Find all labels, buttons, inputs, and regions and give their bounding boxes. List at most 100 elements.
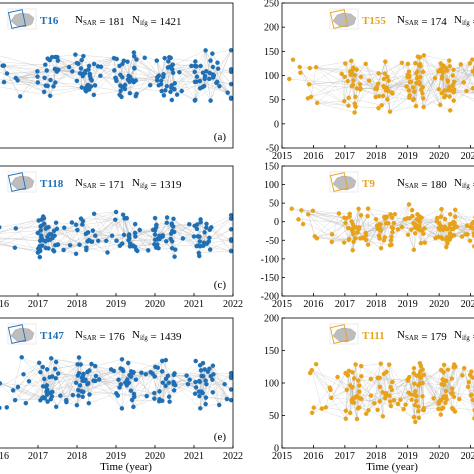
nsar-label: NSAR = 181 bbox=[75, 14, 125, 28]
sar-point bbox=[436, 87, 442, 92]
sar-point bbox=[168, 89, 173, 95]
ifg-edge bbox=[162, 385, 166, 401]
ifg-edge bbox=[355, 364, 359, 409]
ifg-edge bbox=[171, 223, 197, 247]
ifg-edge bbox=[361, 363, 381, 367]
ifg-edge bbox=[82, 224, 96, 236]
sar-point bbox=[445, 241, 450, 246]
ifg-edge bbox=[360, 75, 410, 90]
sar-point bbox=[44, 383, 50, 388]
y-tick-label: -100 bbox=[261, 254, 279, 265]
sar-point bbox=[467, 238, 473, 244]
ifg-edge bbox=[331, 238, 350, 243]
sar-point bbox=[411, 96, 417, 102]
sar-point bbox=[372, 401, 377, 406]
ifg-edge bbox=[186, 370, 202, 376]
ifg-edge bbox=[377, 83, 388, 100]
panel-t147: 20152016201720182019202020212022T147NSAR… bbox=[0, 317, 243, 462]
ifg-edge bbox=[345, 375, 348, 411]
sar-point bbox=[306, 82, 312, 87]
sar-point bbox=[377, 399, 382, 404]
x-tick-label: 2020 bbox=[145, 451, 165, 462]
ifg-edge bbox=[100, 57, 115, 76]
ifg-edge bbox=[126, 218, 130, 235]
sar-point bbox=[73, 52, 78, 57]
sar-point bbox=[350, 231, 356, 237]
sar-point bbox=[470, 375, 474, 380]
sar-point bbox=[169, 83, 174, 88]
ifg-edge bbox=[446, 366, 456, 400]
x-tick-label: 2017 bbox=[335, 451, 355, 462]
sar-point bbox=[165, 373, 171, 379]
sar-point bbox=[214, 79, 220, 85]
ifg-edge bbox=[54, 229, 78, 236]
ifg-edge bbox=[93, 90, 121, 96]
ifg-edge bbox=[173, 381, 200, 392]
ifg-edge bbox=[47, 385, 81, 390]
x-axis-title-right: Time (year) bbox=[366, 461, 418, 473]
ifg-edge bbox=[55, 224, 77, 246]
sar-point bbox=[134, 57, 139, 62]
sar-point bbox=[39, 243, 45, 248]
sar-point bbox=[313, 361, 319, 367]
sar-point bbox=[454, 224, 460, 230]
sar-point bbox=[15, 78, 20, 83]
sar-point bbox=[368, 376, 374, 382]
sar-point bbox=[116, 377, 121, 382]
sar-point bbox=[169, 97, 175, 103]
ifg-edge bbox=[463, 63, 471, 83]
sar-point bbox=[88, 84, 94, 89]
sar-point bbox=[356, 225, 362, 230]
ifg-edge bbox=[3, 64, 46, 66]
sar-point bbox=[4, 405, 10, 410]
ifg-edge bbox=[115, 219, 130, 236]
sar-point bbox=[376, 105, 381, 111]
sar-point bbox=[1, 79, 7, 85]
ifg-edge bbox=[106, 219, 116, 241]
sar-point bbox=[131, 53, 137, 59]
sar-point bbox=[375, 81, 381, 87]
sar-point bbox=[132, 394, 137, 400]
sar-point bbox=[55, 58, 61, 63]
ifg-edge bbox=[88, 393, 117, 404]
sar-point bbox=[167, 399, 172, 404]
sar-point bbox=[458, 62, 464, 67]
sar-point bbox=[389, 215, 395, 220]
ifg-edge bbox=[212, 372, 232, 393]
sar-point bbox=[447, 94, 452, 99]
ifg-edge bbox=[219, 376, 232, 406]
ifg-edge bbox=[361, 365, 404, 410]
sar-point bbox=[343, 220, 348, 226]
sar-point bbox=[35, 69, 40, 74]
ifg-edge bbox=[337, 376, 348, 391]
sar-point bbox=[358, 212, 364, 218]
sar-point bbox=[137, 227, 142, 233]
sar-point bbox=[159, 369, 165, 374]
ifg-edge bbox=[313, 407, 346, 419]
sar-point bbox=[200, 390, 205, 396]
ifg-edge bbox=[413, 84, 420, 100]
sar-point bbox=[365, 242, 371, 247]
ifg-edge bbox=[157, 244, 198, 246]
ifg-edge bbox=[15, 76, 38, 79]
ifg-edge bbox=[213, 374, 228, 400]
ifg-edge bbox=[88, 65, 101, 76]
sar-point bbox=[391, 397, 397, 403]
sar-point bbox=[420, 367, 425, 372]
sar-point bbox=[119, 357, 125, 362]
ifg-edge bbox=[0, 228, 46, 246]
ifg-edge bbox=[365, 63, 385, 88]
ifg-edge bbox=[90, 63, 95, 87]
sar-point bbox=[407, 74, 412, 80]
sar-point bbox=[118, 88, 123, 94]
sar-point bbox=[343, 416, 349, 421]
sar-point bbox=[363, 411, 369, 417]
sar-point bbox=[172, 81, 178, 86]
sar-point bbox=[350, 384, 355, 390]
sar-point bbox=[410, 213, 415, 219]
ifg-edge bbox=[195, 80, 201, 100]
ifg-edge bbox=[416, 375, 424, 411]
sar-point bbox=[47, 57, 53, 63]
ifg-edge bbox=[356, 69, 370, 81]
sar-point bbox=[440, 405, 446, 411]
